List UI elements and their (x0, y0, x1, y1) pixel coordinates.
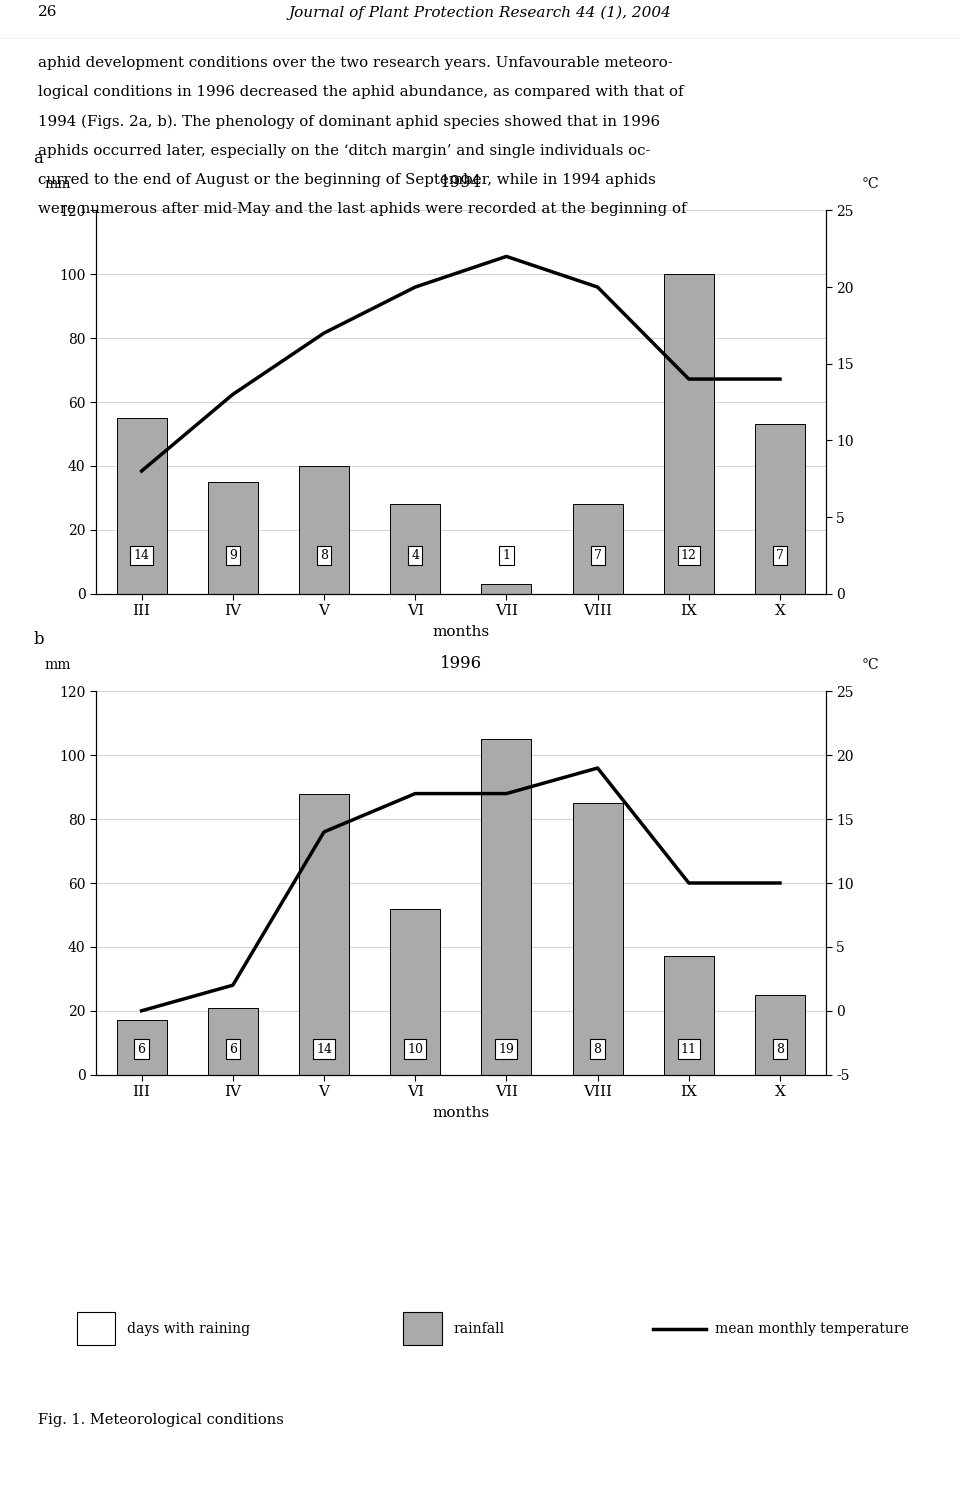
Text: 1: 1 (502, 549, 511, 562)
X-axis label: months: months (432, 1106, 490, 1120)
Text: 4: 4 (411, 549, 420, 562)
Text: logical conditions in 1996 decreased the aphid abundance, as compared with that : logical conditions in 1996 decreased the… (38, 84, 684, 99)
Text: 8: 8 (320, 549, 328, 562)
Text: 19: 19 (498, 1043, 515, 1055)
Text: mm: mm (45, 658, 71, 672)
Bar (207, 482, 258, 594)
Text: Journal of Plant Protection Research 44 (1), 2004: Journal of Plant Protection Research 44 … (289, 5, 671, 20)
Text: 14: 14 (316, 1043, 332, 1055)
Text: aphid development conditions over the two research years. Unfavourable meteoro-: aphid development conditions over the tw… (38, 56, 673, 69)
Bar (299, 466, 349, 594)
Text: 8: 8 (593, 1043, 602, 1055)
Text: 1994: 1994 (440, 174, 482, 191)
Bar (755, 424, 805, 594)
Text: mm: mm (45, 177, 71, 191)
Text: 9: 9 (228, 549, 237, 562)
Text: 14: 14 (133, 549, 150, 562)
Text: Fig. 1. Meteorological conditions: Fig. 1. Meteorological conditions (38, 1413, 284, 1426)
Text: 1996: 1996 (440, 655, 482, 672)
Text: b: b (34, 631, 44, 648)
Text: 11: 11 (681, 1043, 697, 1055)
Bar (116, 1021, 167, 1075)
Bar (663, 275, 714, 594)
Text: 7: 7 (593, 549, 602, 562)
Bar (755, 995, 805, 1075)
Text: 6: 6 (228, 1043, 237, 1055)
Text: 8: 8 (776, 1043, 784, 1055)
Text: 6: 6 (137, 1043, 146, 1055)
Bar (116, 418, 167, 594)
Bar (572, 505, 623, 594)
Bar (481, 739, 532, 1075)
Text: 10: 10 (407, 1043, 423, 1055)
Bar (207, 1007, 258, 1075)
Text: days with raining: days with raining (127, 1321, 250, 1336)
Text: 12: 12 (681, 549, 697, 562)
Bar (572, 803, 623, 1075)
Text: °C: °C (862, 658, 879, 672)
Text: mean monthly temperature: mean monthly temperature (715, 1321, 909, 1336)
Text: 7: 7 (776, 549, 784, 562)
Bar (390, 505, 441, 594)
Text: aphids occurred later, especially on the ‘ditch margin’ and single individuals o: aphids occurred later, especially on the… (38, 143, 651, 158)
Text: a: a (34, 150, 43, 167)
X-axis label: months: months (432, 625, 490, 639)
Text: curred to the end of August or the beginning of September, while in 1994 aphids: curred to the end of August or the begin… (38, 173, 657, 186)
Text: were numerous after mid-May and the last aphids were recorded at the beginning o: were numerous after mid-May and the last… (38, 203, 687, 216)
Text: °C: °C (862, 177, 879, 191)
Text: rainfall: rainfall (453, 1321, 504, 1336)
Bar (299, 794, 349, 1075)
Bar (390, 908, 441, 1075)
Text: 1994 (Figs. 2a, b). The phenology of dominant aphid species showed that in 1996: 1994 (Figs. 2a, b). The phenology of dom… (38, 114, 660, 129)
Bar (663, 956, 714, 1075)
Text: 26: 26 (38, 5, 58, 20)
Bar (481, 585, 532, 594)
